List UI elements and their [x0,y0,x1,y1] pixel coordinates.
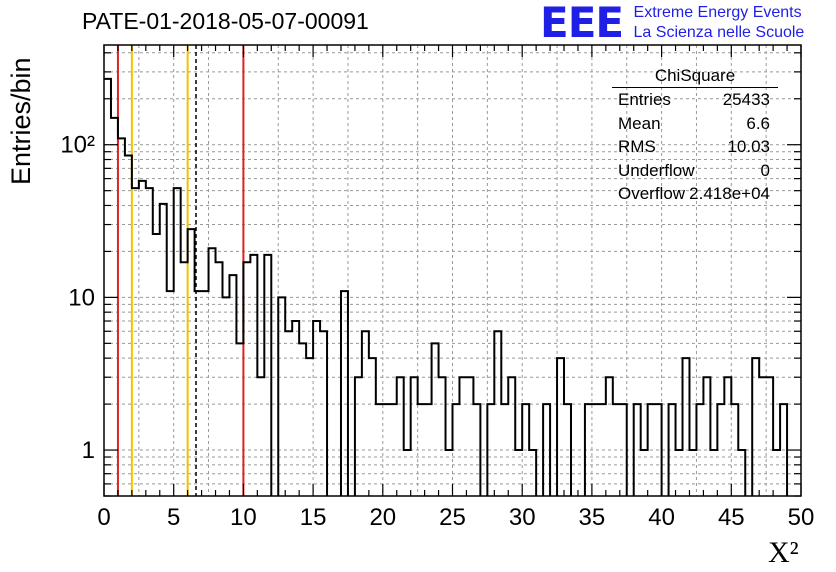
eee-logo: EEE Extreme Energy Events La Scienza nel… [540,2,804,44]
x-tick-label: 40 [648,504,675,531]
stats-row: Overflow 2.418e+04 [610,182,778,206]
stats-row: Entries 25433 [610,88,778,112]
stats-value: 0 [760,160,770,180]
stats-row: Mean 6.6 [610,112,778,136]
x-tick-label: 50 [788,504,815,531]
stats-value: 2.418e+04 [689,184,770,203]
chart-title: PATE-01-2018-05-07-00091 [82,8,369,34]
stats-row: RMS 10.03 [610,135,778,159]
y-axis-label: Entries/bin [6,57,36,185]
stats-key: RMS [618,137,656,156]
x-tick-label: 5 [167,504,180,531]
x-tick-label: 45 [718,504,745,531]
logo-line-1: Extreme Energy Events [633,4,802,21]
reference-lines [116,45,245,496]
histogram-bars [104,77,789,496]
x-tick-label: 35 [579,504,606,531]
stats-key: Overflow [618,184,686,203]
histogram-outline [104,77,789,496]
x-tick-label: 30 [509,504,536,531]
x-tick-label: 0 [97,504,110,531]
stats-title: ChiSquare [612,66,778,88]
axis-ticks [103,45,802,497]
stats-key: Underflow [618,160,695,180]
x-tick-label: 20 [369,504,396,531]
eee-logo-text: Extreme Energy Events La Scienza nelle S… [634,2,805,43]
stats-row: Underflow 0 [610,159,778,183]
x-tick-label: 10 [230,504,257,531]
logo-line-2: La Scienza nelle Scuole [633,24,805,41]
y-tick-label: 10 [68,284,95,311]
stats-value: 25433 [722,90,770,109]
grid-lines [104,45,801,496]
y-tick-labels: 1 10 10² [60,132,95,464]
stats-key: Entries [618,90,671,109]
x-axis-label: X² [768,536,799,569]
y-tick-label: 10² [60,132,95,159]
x-tick-labels: 0 5 10 15 20 25 30 35 40 45 50 [97,504,814,531]
y-tick-label: 1 [82,437,95,464]
x-tick-label: 15 [300,504,327,531]
stats-value: 10.03 [727,137,770,156]
stats-key: Mean [618,113,661,133]
stats-value: 6.6 [746,113,770,133]
stats-box: ChiSquare Entries 25433 Mean 6.6 RMS 10.… [610,66,778,206]
x-tick-label: 25 [439,504,466,531]
eee-logo-mark: EEE [540,0,624,47]
